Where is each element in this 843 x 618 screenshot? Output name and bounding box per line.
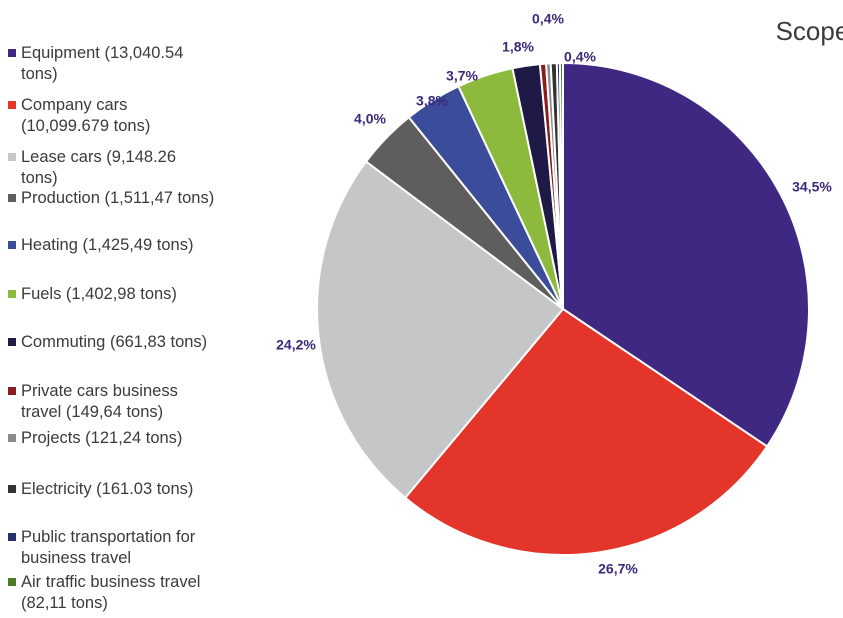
legend-marker [8,434,16,442]
pie-slice [316,160,565,500]
legend-marker [8,49,16,57]
legend-label: Private cars business travel (149,64 ton… [21,382,178,421]
slice-percent-label: 26,7% [598,561,638,577]
legend-item: Equipment (13,040.54 tons) [8,43,270,85]
legend-item: Private cars business travel (149,64 ton… [8,381,270,423]
legend-marker [8,485,16,493]
legend-label: Production (1,511,47 tons) [21,189,215,207]
legend-label: Commuting (661,83 tons) [21,333,208,351]
legend-label: Fuels (1,402,98 tons) [21,285,177,303]
legend-marker [8,153,16,161]
legend-marker [8,290,16,298]
pie-slice [562,61,810,448]
slice-percent-label: 0,4% [532,11,564,27]
slice-percent-label: 4,0% [354,111,386,127]
pie-slice [403,307,769,556]
legend-item: Projects (121,24 tons) [8,428,270,449]
legend-label: Equipment (13,040.54 tons) [21,44,184,83]
legend-marker [8,533,16,541]
legend-label: Electricity (161.03 tons) [21,480,194,498]
legend-marker [8,387,16,395]
slice-percent-label: 3,7% [446,68,478,84]
pie-slice [558,61,564,310]
legend-label: Public transportation for business trave… [21,528,196,567]
legend-item: Company cars (10,099.679 tons) [8,95,270,137]
legend-marker [8,101,16,109]
legend-item: Commuting (661,83 tons) [8,332,270,353]
legend-item: Production (1,511,47 tons) [8,188,270,209]
chart-title-line-2: Scope 1 [775,16,843,46]
legend-marker [8,241,16,249]
legend-label: Company cars (10,099.679 tons) [21,96,151,135]
legend-marker [8,338,16,346]
legend-item: Air traffic business travel (82,11 tons) [8,572,270,614]
legend-item: Lease cars (9,148.26 tons) [8,147,270,189]
legend-label: Heating (1,425,49 tons) [21,236,194,254]
legend-item: Electricity (161.03 tons) [8,479,270,500]
slice-percent-label: 0,4% [564,49,596,65]
legend-item: Fuels (1,402,98 tons) [8,284,270,305]
slice-percent-label: 34,5% [792,179,832,195]
legend-label: Projects (121,24 tons) [21,429,183,447]
legend-item: Heating (1,425,49 tons) [8,235,270,256]
legend-label: Air traffic business travel (82,11 tons) [21,573,201,612]
slice-percent-label: 3,8% [416,93,448,109]
legend-marker [8,578,16,586]
legend-item: Public transportation for business trave… [8,527,270,569]
slice-percent-label: 1,8% [502,39,534,55]
legend-label: Lease cars (9,148.26 tons) [21,148,177,187]
legend-marker [8,194,16,202]
slice-percent-label: 24,2% [276,337,316,353]
